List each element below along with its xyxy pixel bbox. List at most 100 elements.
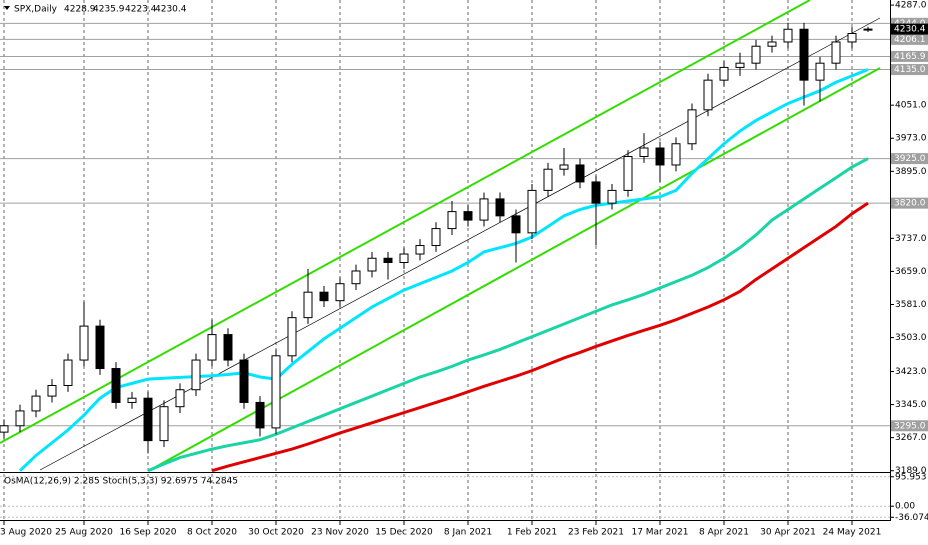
candle-body: [687, 109, 697, 145]
current-price-label: 4230.4: [894, 25, 926, 35]
header: SPX,Daily 4228.9 4235.9 4223.4 4230.4: [4, 5, 187, 15]
candle-body: [31, 395, 41, 412]
channel-upper: [0, 0, 811, 444]
y-tick-label: 3737.0: [895, 234, 927, 244]
level-box: [891, 17, 928, 29]
candle-body: [79, 325, 89, 361]
y-tick-label: 4287.0: [895, 1, 927, 11]
candle-body: [143, 397, 153, 442]
candle-body: [591, 181, 601, 204]
candle-body: [863, 28, 873, 31]
x-tick-label: 8 Oct 2020: [187, 528, 237, 538]
x-tick-label: 25 Aug 2020: [55, 528, 113, 538]
level-box: [891, 64, 928, 76]
header-high: 4235.9: [93, 5, 125, 15]
candle-body: [543, 168, 553, 191]
candle-body: [367, 257, 377, 272]
y-tick-label: 3659.0: [895, 267, 927, 277]
moving-average: [18, 68, 869, 472]
x-tick-label: 1 Feb 2021: [507, 528, 557, 538]
candle-body: [319, 291, 329, 302]
x-tick-label: 8 Jan 2021: [444, 528, 492, 538]
candle-body: [63, 359, 73, 386]
candle-body: [527, 189, 537, 234]
header-open: 4228.9: [64, 5, 96, 15]
level-label: 3295.0: [894, 421, 926, 431]
level-label: 3925.0: [894, 154, 926, 164]
candle-body: [95, 325, 105, 370]
candle-body: [815, 62, 825, 81]
x-tick-label: 30 Apr 2021: [760, 528, 816, 538]
candle-body: [191, 359, 201, 391]
candle-body: [847, 33, 857, 43]
y-tick-label: 3267.0: [895, 433, 927, 443]
x-tick-label: 23 Nov 2020: [311, 528, 369, 538]
x-tick-label: 30 Oct 2020: [248, 528, 304, 538]
header-title: SPX,Daily: [14, 5, 58, 15]
x-tick-label: 17 Mar 2021: [631, 528, 688, 538]
grid: [0, 0, 891, 521]
level-label: 4135.0: [894, 65, 926, 75]
indicator-tick-label: -36.074: [895, 513, 928, 523]
level-label: 3820.0: [894, 199, 926, 209]
candle-body: [15, 410, 25, 427]
candle-body: [271, 355, 281, 429]
level-box: [891, 153, 928, 165]
candle-body: [255, 401, 265, 429]
y-tick-label: 3581.0: [895, 300, 927, 310]
level-box: [891, 420, 928, 432]
candle-body: [287, 317, 297, 357]
moving-average: [211, 201, 869, 473]
candle-body: [335, 283, 345, 302]
candle-body: [671, 143, 681, 166]
x-tick-label: 15 Dec 2020: [375, 528, 433, 538]
candle-body: [223, 334, 233, 361]
header-close: 4230.4: [155, 5, 187, 15]
candle-body: [351, 270, 361, 285]
candle-body: [783, 28, 793, 43]
candle-body: [735, 62, 745, 68]
x-tick-label: 3 Aug 2020: [0, 528, 52, 538]
candle-body: [639, 147, 649, 157]
candle-body: [431, 228, 441, 247]
candle-body: [303, 291, 313, 319]
candle-body: [575, 164, 585, 183]
candle-body: [111, 368, 121, 403]
indicator-tick-label: 0.00: [895, 502, 915, 512]
y-tick-label: 3973.0: [895, 134, 927, 144]
level-box: [891, 33, 928, 45]
plot: [0, 22, 873, 473]
candle-body: [607, 189, 617, 204]
indicator-tick-label: 95.953: [895, 472, 927, 482]
candle-body: [447, 211, 457, 230]
y-tick-label: 3189.0: [895, 466, 927, 476]
y-tick-label: 3423.0: [895, 367, 927, 377]
header-low: 4223.4: [125, 5, 157, 15]
candle-body: [623, 155, 633, 191]
candle-body: [655, 147, 665, 166]
candle-body: [207, 334, 217, 361]
header-icon: [4, 6, 10, 10]
candle-body: [495, 198, 505, 217]
candle-body: [47, 384, 57, 397]
x-tick-label: 23 Feb 2021: [568, 528, 624, 538]
price-box: [891, 23, 928, 35]
candle-body: [159, 406, 169, 442]
y-tick-label: 4051.0: [895, 101, 927, 111]
y-tick-label: 3895.0: [895, 167, 927, 177]
candle-body: [799, 28, 809, 81]
x-tick-label: 24 May 2021: [823, 528, 882, 538]
candle-body: [239, 359, 249, 403]
x-tick-label: 16 Sep 2020: [119, 528, 176, 538]
candle-body: [127, 397, 137, 403]
candle-body: [399, 253, 409, 264]
level-box: [891, 197, 928, 209]
candle-body: [751, 45, 761, 64]
candle-body: [0, 425, 9, 433]
candle-body: [415, 245, 425, 255]
y-tick-label: 3503.0: [895, 333, 927, 343]
candle-body: [767, 41, 777, 47]
candle-body: [463, 211, 473, 221]
level-box: [891, 50, 928, 62]
